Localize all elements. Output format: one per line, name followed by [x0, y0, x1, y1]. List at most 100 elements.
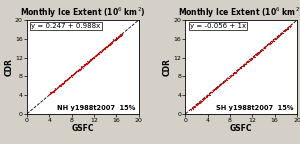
Point: [81, 65, 85, 67]
Point: [213, 87, 218, 89]
Point: [100, 48, 105, 50]
Point: [231, 73, 236, 76]
Point: [115, 36, 120, 38]
Point: [110, 41, 114, 43]
Point: [197, 102, 202, 104]
Point: [224, 78, 228, 80]
Point: [56, 84, 61, 86]
Point: [99, 49, 104, 52]
Point: [191, 106, 196, 108]
Point: [273, 37, 278, 40]
Point: [198, 102, 203, 105]
Point: [264, 44, 269, 46]
Point: [52, 90, 56, 92]
Point: [221, 81, 226, 84]
Point: [119, 33, 124, 36]
Point: [213, 87, 218, 90]
Point: [113, 38, 118, 40]
Point: [267, 43, 272, 46]
Point: [87, 60, 92, 63]
Point: [110, 38, 115, 40]
Point: [111, 40, 116, 42]
Point: [289, 23, 294, 26]
Point: [101, 46, 106, 49]
Point: [55, 86, 60, 88]
Point: [112, 39, 117, 42]
Point: [224, 79, 229, 81]
Point: [249, 58, 254, 60]
Point: [286, 25, 291, 28]
Point: [208, 91, 213, 94]
Point: [79, 66, 84, 69]
Point: [61, 80, 66, 83]
Point: [57, 85, 62, 88]
Point: [261, 48, 266, 51]
Point: [264, 45, 268, 47]
Point: [65, 78, 70, 80]
Point: [272, 40, 276, 42]
Point: [54, 87, 58, 90]
Point: [112, 39, 117, 41]
Point: [89, 59, 94, 61]
Point: [194, 104, 199, 106]
Point: [49, 91, 54, 93]
Point: [225, 77, 230, 79]
Point: [65, 78, 70, 80]
Point: [265, 44, 270, 47]
Point: [98, 51, 103, 53]
Point: [47, 92, 52, 94]
Point: [214, 88, 219, 90]
Point: [241, 64, 245, 66]
Point: [286, 28, 290, 30]
Point: [268, 41, 272, 44]
Point: [281, 30, 286, 32]
Point: [258, 50, 263, 52]
Point: [73, 71, 78, 73]
Point: [244, 61, 249, 63]
Point: [68, 76, 72, 78]
Point: [218, 84, 222, 86]
Point: [273, 37, 278, 40]
Point: [92, 55, 97, 57]
Point: [115, 37, 120, 39]
Point: [74, 70, 79, 73]
Point: [72, 72, 77, 75]
Point: [80, 66, 84, 68]
Point: [92, 55, 97, 58]
Point: [237, 67, 242, 70]
Point: [191, 106, 196, 109]
Point: [278, 33, 283, 35]
Point: [67, 76, 72, 79]
Point: [102, 48, 107, 50]
Point: [85, 60, 90, 63]
Point: [203, 97, 208, 99]
Point: [211, 89, 216, 91]
Point: [82, 64, 86, 67]
Point: [53, 88, 58, 90]
Point: [77, 69, 82, 71]
Point: [52, 89, 57, 91]
Point: [93, 55, 98, 57]
Point: [63, 79, 68, 82]
Point: [92, 55, 97, 58]
Point: [86, 61, 91, 63]
Point: [73, 71, 78, 73]
Point: [241, 64, 246, 67]
Point: [255, 52, 260, 54]
Point: [94, 54, 99, 57]
Point: [63, 80, 68, 83]
Point: [76, 69, 81, 71]
Point: [224, 79, 229, 82]
Point: [249, 58, 254, 60]
Point: [56, 86, 61, 88]
Point: [68, 75, 73, 77]
Point: [228, 76, 232, 78]
Point: [119, 32, 124, 35]
Point: [106, 44, 111, 46]
Point: [64, 78, 69, 80]
Point: [62, 80, 67, 83]
Point: [49, 91, 54, 93]
X-axis label: GSFC: GSFC: [71, 124, 94, 133]
Point: [257, 51, 262, 53]
Point: [116, 36, 120, 38]
